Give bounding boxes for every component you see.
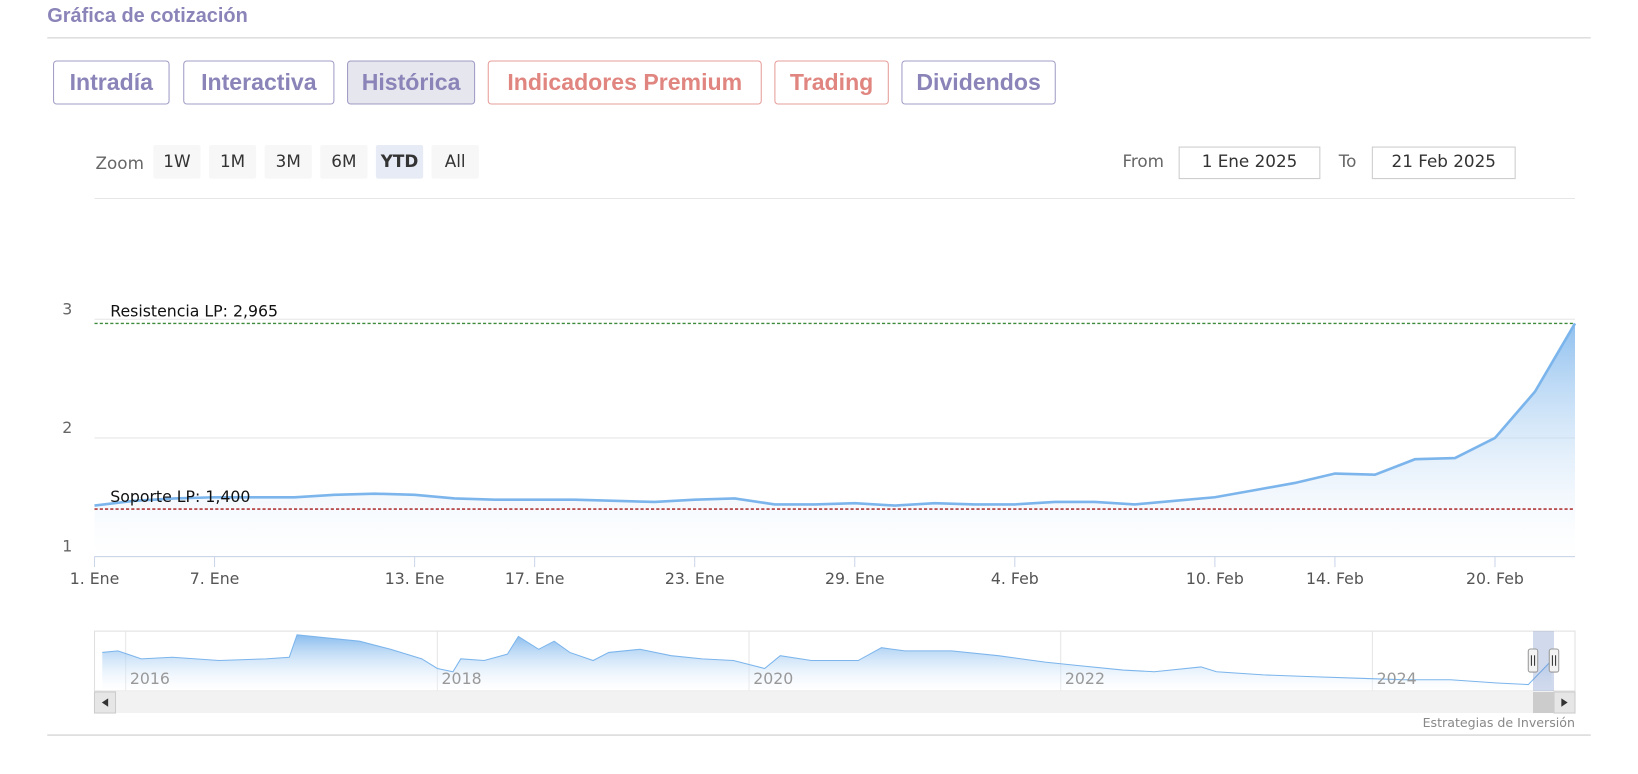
- navigator-mask[interactable]: [1533, 631, 1554, 691]
- zoom-label: Zoom: [96, 153, 144, 173]
- y-tick-label: 1: [62, 537, 72, 556]
- navigator-tick-label: 2024: [1377, 669, 1417, 688]
- x-tick-label: 29. Ene: [825, 569, 885, 588]
- x-tick-label: 17. Ene: [505, 569, 565, 588]
- navigator-handle[interactable]: [1548, 648, 1560, 673]
- x-tick-label: 1. Ene: [70, 569, 120, 588]
- navigator-handle[interactable]: [1527, 648, 1539, 673]
- navigator-tick-label: 2018: [442, 669, 482, 688]
- zoom-button-label[interactable]: 3M: [276, 151, 301, 171]
- zoom-button[interactable]: [264, 144, 312, 179]
- tab-label[interactable]: Indicadores Premium: [507, 69, 742, 95]
- zoom-button[interactable]: [375, 144, 424, 179]
- tab[interactable]: [347, 60, 476, 105]
- plot-line-label: Resistencia LP: 2,965: [110, 301, 278, 320]
- area-fill: [94, 323, 1575, 557]
- from-value[interactable]: 1 Ene 2025: [1202, 151, 1298, 171]
- tab-label[interactable]: Histórica: [362, 69, 461, 95]
- tab[interactable]: [183, 60, 335, 105]
- navigator-tick-label: 2022: [1065, 669, 1105, 688]
- zoom-button-label[interactable]: YTD: [380, 151, 419, 171]
- x-tick-label: 14. Feb: [1306, 569, 1364, 588]
- tab[interactable]: [774, 60, 889, 105]
- zoom-button[interactable]: [153, 144, 201, 179]
- zoom-button[interactable]: [320, 144, 368, 179]
- zoom-button[interactable]: [208, 144, 257, 179]
- scroll-right-arrow: [1561, 698, 1568, 707]
- from-input[interactable]: [1178, 146, 1321, 180]
- scroll-thumb[interactable]: [1533, 692, 1554, 714]
- zoom-button-label[interactable]: 1W: [163, 151, 191, 171]
- to-label: To: [1338, 151, 1357, 171]
- navigator-tick-label: 2020: [753, 669, 793, 688]
- tab-label[interactable]: Intradía: [70, 69, 154, 95]
- scrollbar-track: [94, 692, 1575, 714]
- zoom-button-label[interactable]: 6M: [331, 151, 356, 171]
- zoom-button[interactable]: [431, 144, 479, 179]
- scroll-left-arrow: [101, 698, 109, 707]
- price-line: [94, 322, 1577, 507]
- x-tick-label: 7. Ene: [190, 569, 240, 588]
- tab-label[interactable]: Interactiva: [201, 69, 317, 95]
- tab-label[interactable]: Trading: [790, 69, 873, 95]
- zoom-button-label[interactable]: 1M: [220, 151, 245, 171]
- x-tick-label: 4. Feb: [991, 569, 1039, 588]
- navigator-tick-label: 2016: [130, 669, 170, 688]
- plot-line-label: Soporte LP: 1,400: [110, 487, 250, 506]
- tab[interactable]: [53, 60, 170, 105]
- tab[interactable]: [901, 60, 1056, 105]
- tab[interactable]: [487, 60, 762, 105]
- tab-label[interactable]: Dividendos: [916, 69, 1040, 95]
- x-tick-label: 13. Ene: [385, 569, 445, 588]
- x-tick-label: 10. Feb: [1186, 569, 1244, 588]
- credit: Estrategias de Inversión: [1423, 715, 1575, 730]
- to-value[interactable]: 21 Feb 2025: [1392, 151, 1496, 171]
- header-title: Gráfica de cotización: [47, 5, 248, 27]
- y-tick-label: 3: [62, 299, 72, 318]
- y-tick-label: 2: [62, 418, 72, 437]
- zoom-button-label[interactable]: All: [445, 151, 466, 171]
- navigator-line: [102, 634, 1552, 686]
- to-input[interactable]: [1371, 146, 1516, 180]
- x-tick-label: 20. Feb: [1466, 569, 1524, 588]
- navigator-area: [102, 634, 1552, 691]
- from-label: From: [1122, 151, 1164, 171]
- x-tick-label: 23. Ene: [665, 569, 725, 588]
